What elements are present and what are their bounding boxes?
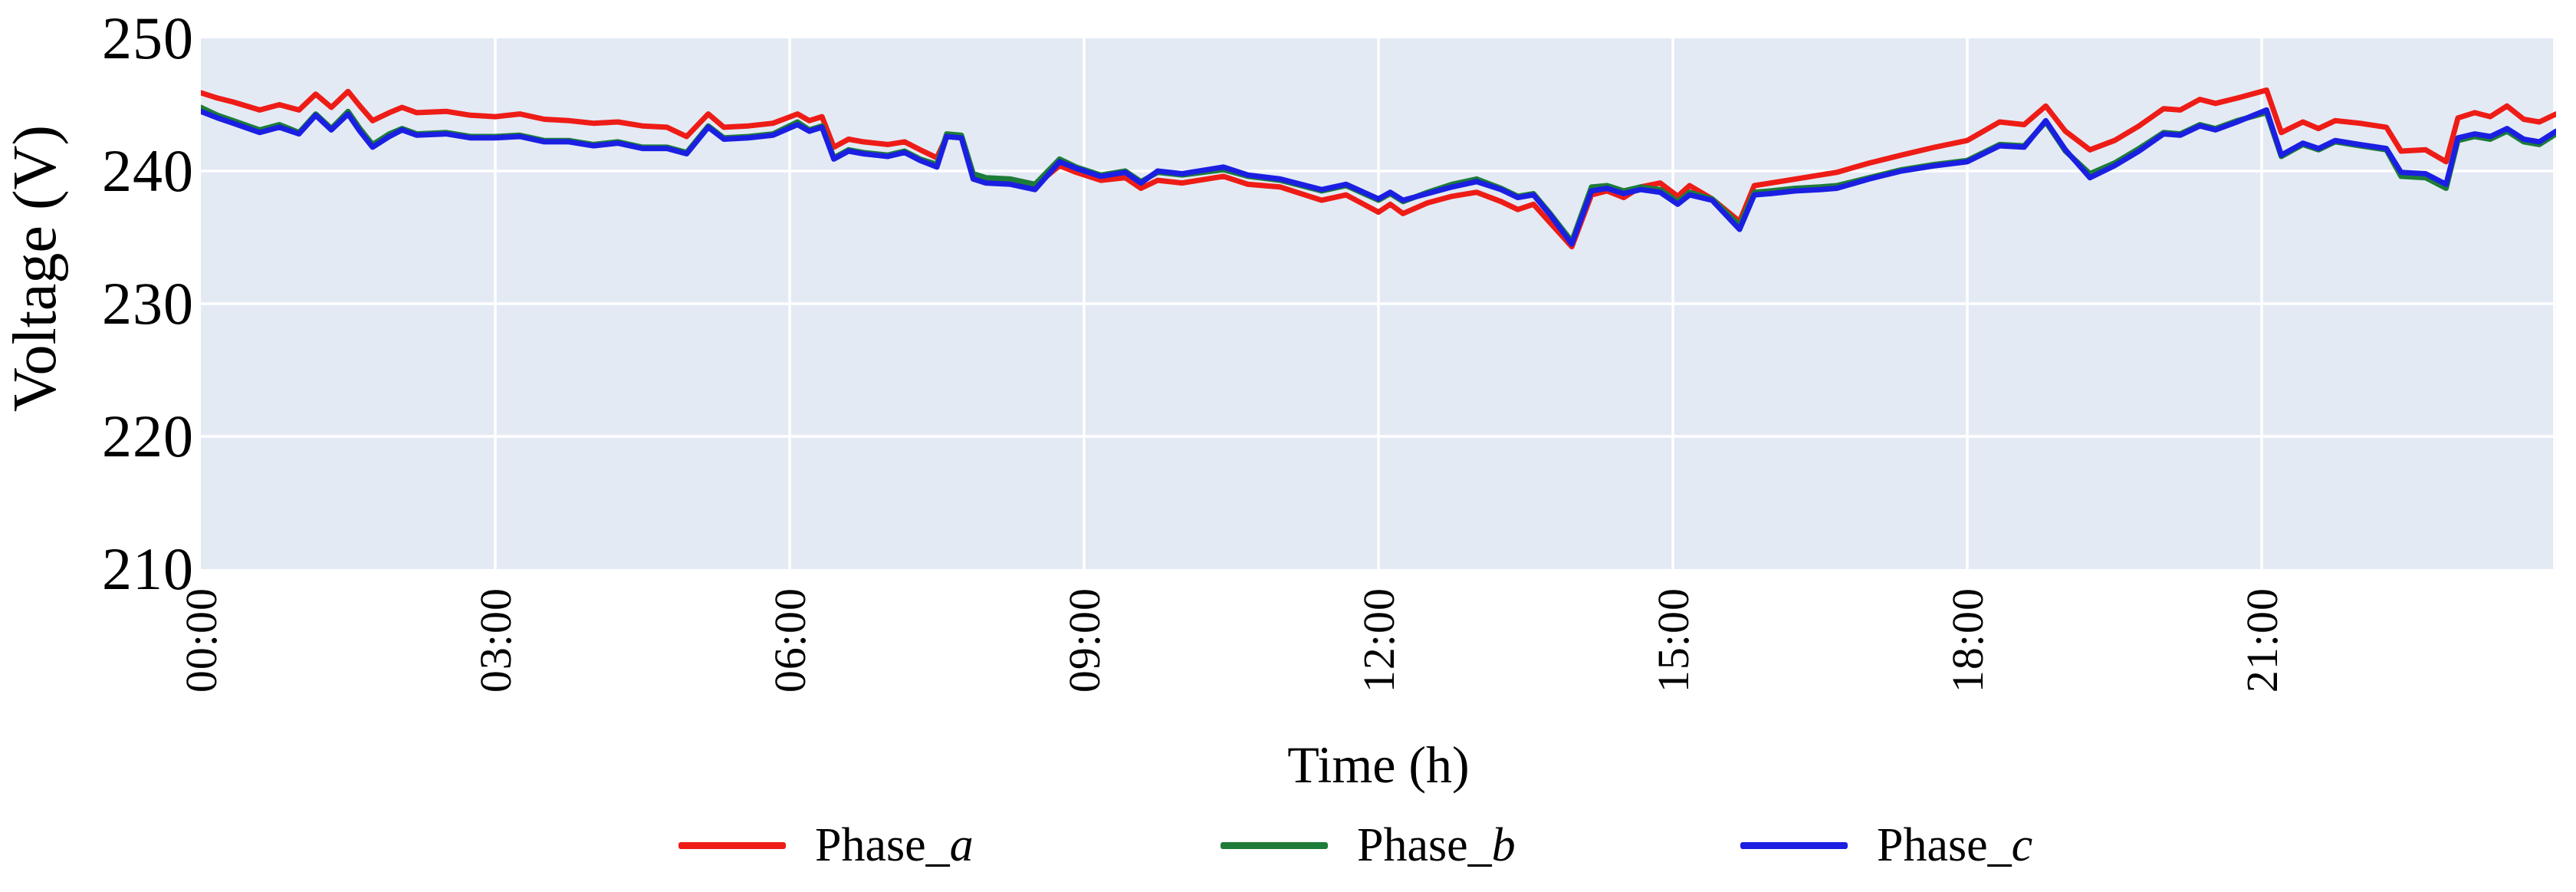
legend-entry-phase-b: Phase_b (1221, 815, 1516, 876)
x-tick-text: 06:00 (764, 588, 815, 693)
phase-c-line (201, 107, 2556, 247)
x-tick-label-00-00: 00:00 (174, 588, 228, 718)
x-tick-text: 12:00 (1353, 588, 1404, 693)
x-tick-label-12-00: 12:00 (1352, 588, 1405, 718)
x-tick-label-15-00: 15:00 (1646, 588, 1700, 718)
x-tick-label-18-00: 18:00 (1940, 588, 1994, 718)
x-tick-label-03-00: 03:00 (468, 588, 522, 718)
x-axis-title: Time (h) (1287, 736, 1470, 794)
phase-c-legend-swatch (1740, 841, 1848, 849)
legend-entry-phase-c: Phase_c (1740, 815, 2032, 876)
phase-a-legend-swatch (678, 841, 786, 849)
x-tick-text: 21:00 (2236, 588, 2287, 693)
phase-b-legend-swatch (1221, 841, 1328, 849)
x-tick-label-09-00: 09:00 (1057, 588, 1111, 718)
x-tick-text: 00:00 (176, 588, 226, 693)
x-tick-text: 03:00 (470, 588, 521, 693)
x-tick-label-21-00: 21:00 (2235, 588, 2288, 718)
y-tick-label-250: 250 (102, 5, 194, 71)
plot-area (201, 38, 2556, 569)
phase-a-line (201, 87, 2556, 250)
legend-label-phase-c: Phase_c (1877, 818, 2033, 871)
y-tick-label-210: 210 (102, 535, 194, 602)
x-tick-label-06-00: 06:00 (763, 588, 816, 718)
y-tick-label-220: 220 (102, 403, 194, 469)
x-tick-text: 18:00 (1942, 588, 1993, 693)
x-tick-text: 09:00 (1059, 588, 1109, 693)
y-tick-label-240: 240 (102, 137, 194, 204)
y-tick-label-230: 230 (102, 270, 194, 337)
x-tick-text: 15:00 (1648, 588, 1698, 693)
legend-entry-phase-a: Phase_a (678, 815, 974, 876)
legend-label-phase-a: Phase_a (815, 818, 974, 871)
legend-label-phase-b: Phase_b (1357, 818, 1516, 871)
